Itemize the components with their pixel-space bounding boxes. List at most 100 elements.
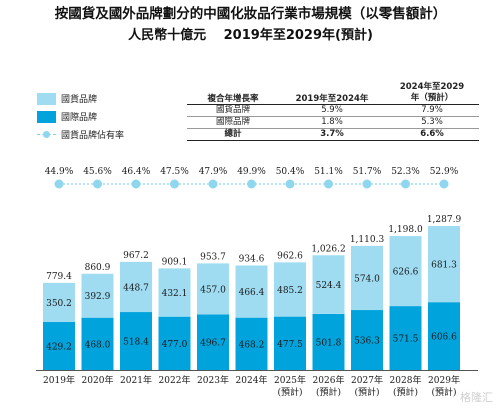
legend-swatch-international [37, 110, 56, 123]
bar-international [428, 302, 460, 370]
share-point [208, 179, 218, 189]
share-label: 44.9% [45, 167, 74, 177]
share-label: 51.1% [314, 167, 343, 177]
share-point [285, 179, 295, 189]
data-label-domestic: 574.0 [354, 274, 380, 284]
data-label-domestic: 681.3 [431, 261, 457, 271]
cagr-cell-label: 國貨品牌 [187, 104, 279, 117]
data-label-total: 962.6 [277, 251, 303, 261]
cagr-cell-value: 3.7% [279, 128, 385, 141]
legend-swatch-share [37, 129, 56, 141]
data-label-international: 496.7 [200, 339, 226, 349]
legend-item-share: 國貨品牌佔有率 [37, 128, 124, 141]
cagr-header-period-1: 2019年至2024年 [279, 82, 385, 105]
data-label-international: 571.5 [393, 335, 419, 345]
x-tick-label-sub: (預計) [431, 386, 456, 398]
share-point [54, 179, 64, 189]
data-label-domestic: 392.9 [85, 292, 111, 302]
legend-item-domestic: 國貨品牌 [37, 92, 97, 105]
bar-international [43, 322, 75, 370]
legend-label-international: 國際品牌 [61, 113, 98, 123]
bar-domestic [389, 236, 422, 307]
data-label-total: 1,198.0 [388, 225, 423, 235]
x-tick-label: 2028年 [390, 374, 422, 386]
share-label: 45.6% [83, 167, 112, 177]
x-tick-label: 2026年 [313, 374, 345, 386]
data-label-total: 953.7 [200, 252, 226, 262]
data-label-domestic: 626.6 [393, 268, 419, 278]
bar-domestic [120, 261, 152, 313]
x-tick-label: 2025年 [274, 374, 306, 386]
chart-title: 按國貨及國外品牌劃分的中國化妝品行業市場規模（以零售額計） [54, 6, 447, 22]
data-label-domestic: 457.0 [200, 285, 226, 295]
cagr-cell-value: 5.9% [279, 104, 385, 117]
legend-label-domestic: 國貨品牌 [61, 95, 98, 105]
x-tick-label: 2027年 [351, 374, 383, 386]
cagr-cell-value: 1.8% [279, 116, 385, 129]
bar-international [274, 316, 306, 370]
share-label: 50.4% [276, 167, 305, 177]
cagr-cell-value: 7.9% [385, 104, 479, 117]
data-label-total: 934.6 [239, 255, 265, 265]
bar-domestic [197, 263, 229, 315]
data-label-international: 477.0 [162, 340, 188, 350]
chart-subtitle: 人民幣十億元 2019年至2029年(預計) [128, 28, 373, 43]
bar-domestic [274, 262, 306, 317]
x-tick-label: 2023年 [197, 374, 229, 386]
data-label-domestic: 466.4 [239, 288, 265, 298]
cagr-cell-value: 5.3% [385, 116, 479, 129]
bar-domestic [158, 268, 191, 317]
share-point [170, 179, 179, 189]
legend-swatch-domestic [37, 92, 56, 105]
share-label: 52.3% [391, 167, 420, 177]
data-label-international: 477.5 [277, 340, 303, 350]
data-label-international: 536.3 [354, 337, 380, 347]
cagr-row-total: 總計 3.7% 6.6% [187, 128, 479, 141]
data-label-international: 468.2 [239, 340, 265, 350]
data-label-total: 967.2 [123, 251, 149, 261]
share-point [131, 179, 141, 189]
data-label-international: 429.2 [46, 343, 72, 353]
share-point [401, 179, 410, 189]
data-label-domestic: 485.2 [277, 286, 303, 296]
bar-domestic [43, 282, 75, 323]
share-label: 46.4% [122, 167, 151, 177]
share-label: 52.9% [430, 167, 459, 177]
bar-international [235, 317, 268, 370]
cagr-header-label: 複合年增長率 [187, 82, 279, 105]
bar-international [312, 313, 345, 370]
bar-domestic [81, 273, 114, 318]
data-label-domestic: 448.7 [123, 283, 149, 293]
x-tick-label: 2029年 [428, 374, 460, 386]
share-label: 51.7% [353, 167, 382, 177]
legend-item-international: 國際品牌 [37, 110, 97, 123]
data-label-total: 1,026.2 [311, 244, 345, 254]
bar-international [351, 310, 383, 370]
data-label-total: 779.4 [46, 272, 72, 282]
cagr-cell-label: 總計 [187, 128, 279, 141]
bar-domestic [428, 226, 460, 303]
bar-domestic [235, 265, 268, 318]
share-point [439, 179, 449, 189]
legend-label-share: 國貨品牌佔有率 [61, 131, 125, 141]
watermark: 格隆汇 [460, 391, 493, 404]
x-tick-label-sub: (預計) [393, 386, 418, 398]
share-point [362, 179, 372, 189]
data-label-international: 518.4 [123, 338, 149, 348]
data-label-domestic: 524.4 [316, 281, 342, 291]
cagr-row-international: 國際品牌 1.8% 5.3% [187, 116, 479, 129]
bar-international [389, 306, 422, 370]
x-tick-label: 2019年 [43, 374, 75, 386]
x-tick-label: 2020年 [82, 374, 114, 386]
cagr-row-domestic: 國貨品牌 5.9% 7.9% [187, 104, 479, 117]
bar-international [81, 317, 114, 370]
x-tick-label: 2022年 [159, 374, 191, 386]
bar-domestic [312, 255, 345, 314]
data-label-domestic: 350.2 [46, 299, 72, 309]
data-label-international: 468.0 [85, 340, 111, 350]
data-label-total: 1,287.9 [427, 215, 462, 225]
bar-international [120, 312, 152, 370]
data-label-total: 1,110.3 [350, 235, 385, 245]
data-label-international: 606.6 [431, 333, 457, 343]
